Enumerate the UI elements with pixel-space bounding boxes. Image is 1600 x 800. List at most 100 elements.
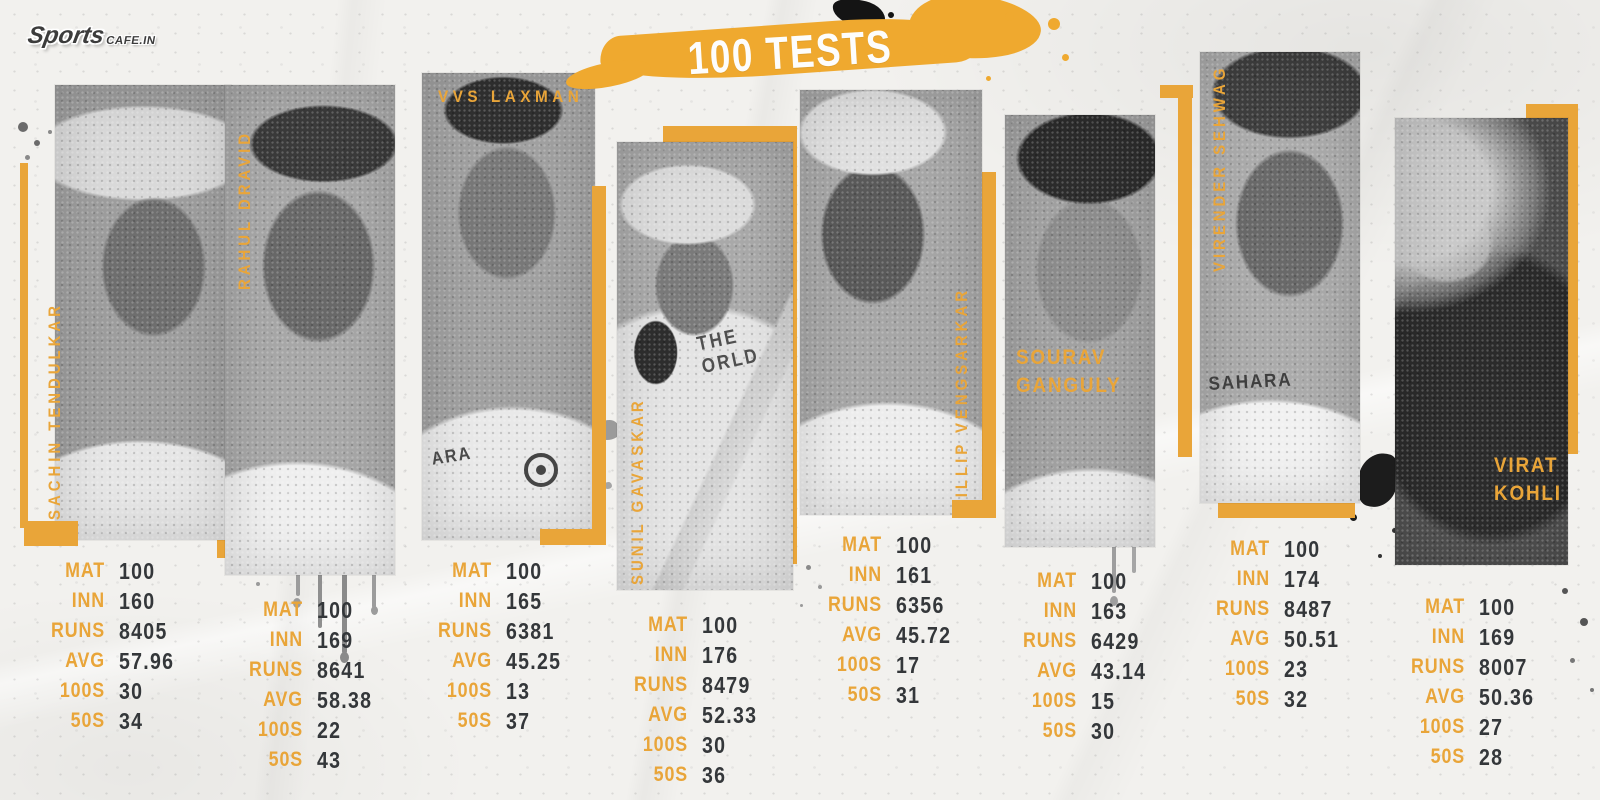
stat-value: 30 [1091,717,1116,744]
stat-label: 50S [70,709,105,732]
stat-row: RUNS 8641 [219,655,382,685]
stat-row: MAT 100 [21,556,184,586]
stat-row: RUNS 6381 [408,616,571,646]
stat-label: RUNS [438,619,492,642]
brush-dot [1030,34,1036,40]
stat-row: RUNS 8487 [1186,594,1349,624]
logo-text-main: Sports [25,22,107,49]
stat-label: AVG [65,649,105,672]
jersey-text-sehwag: SAHARA [1208,369,1293,395]
stat-row: 50S 37 [408,706,571,736]
stat-value: 8479 [702,671,751,698]
name-virender-sehwag: VIRENDER SEHWAG [1210,64,1229,272]
stat-value: 100 [1479,593,1516,620]
stat-value: 50.36 [1479,683,1535,710]
stat-row: AVG 45.25 [408,646,571,676]
jersey-text-gavaskar: THE ORLD [695,325,762,379]
stat-label: 50S [1235,687,1270,710]
stat-label: MAT [648,613,688,636]
name-sachin-tendulkar: SACHIN TENDULKAR [45,302,64,520]
stat-row: INN 165 [408,586,571,616]
stat-label: RUNS [51,619,105,642]
paint-drip [342,570,347,654]
stat-row: MAT 100 [798,530,961,560]
stat-value: 100 [702,611,739,638]
stat-row: 100S 15 [993,686,1156,716]
photo-sourav-ganguly [1005,115,1155,547]
stat-value: 36 [702,761,727,788]
stat-label: RUNS [1411,655,1465,678]
speck [1570,658,1575,663]
name-line: KOHLI [1494,482,1562,505]
stat-value: 6381 [506,617,555,644]
brush-dot [1005,12,1014,21]
stat-row: RUNS 8007 [1381,652,1544,682]
stat-label: RUNS [1216,597,1270,620]
stat-label: INN [1043,599,1077,622]
stat-value: 58.38 [317,686,373,713]
stat-row: 100S 30 [604,730,767,760]
stat-value: 100 [119,557,156,584]
speck [1392,528,1397,533]
accent-block-sachin [24,521,78,546]
stat-row: MAT 100 [604,610,767,640]
stat-value: 45.25 [506,647,562,674]
stat-label: 50S [1042,719,1077,742]
stat-row: INN 176 [604,640,767,670]
speck [25,155,30,160]
stat-label: 100S [836,653,882,676]
brush-dot [1062,54,1069,61]
stat-value: 15 [1091,687,1116,714]
stat-label: AVG [452,649,492,672]
paint-splatter [604,482,612,489]
stat-row: 50S 34 [21,706,184,736]
stat-row: INN 163 [993,596,1156,626]
accent-bar-left-sachin [20,163,28,528]
stat-label: 100S [1419,715,1465,738]
stats-virat-kohli: MAT 100 INN 169 RUNS 8007 AVG 50.36 100S 27 5… [1381,592,1544,772]
stat-value: 22 [317,716,342,743]
stat-label: 100S [642,733,688,756]
stat-row: RUNS 8479 [604,670,767,700]
stat-value: 100 [896,531,933,558]
stat-value: 176 [702,641,739,668]
stat-value: 100 [506,557,543,584]
paint-drip [1112,545,1116,593]
stat-row: RUNS 6356 [798,590,961,620]
speck [818,585,822,589]
stat-label: INN [1236,567,1270,590]
speck [48,130,52,134]
stats-rahul-dravid: MAT 100 INN 169 RUNS 8641 AVG 58.38 100S 22 5… [219,595,382,775]
stat-row: 50S 31 [798,680,961,710]
accent-top-gavaskar [663,126,795,142]
stat-label: INN [71,589,105,612]
stat-label: MAT [1230,537,1270,560]
stat-value: 31 [896,681,921,708]
stat-label: INN [458,589,492,612]
jersey-text-laxman: ARA [430,442,474,469]
stat-label: MAT [65,559,105,582]
accent-cap-laxman [540,529,606,545]
stat-row: RUNS 6429 [993,626,1156,656]
paint-drip [372,570,376,608]
stats-sourav-ganguly: MAT 100 INN 163 RUNS 6429 AVG 43.14 100S 15 5… [993,566,1156,746]
stat-value: 30 [702,731,727,758]
stat-row: INN 174 [1186,564,1349,594]
drip-drop [371,606,378,615]
accent-bar-laxman [592,186,606,544]
stat-value: 6356 [896,591,945,618]
speck [1590,688,1594,692]
name-vvs-laxman: VVS LAXMAN [438,87,584,106]
stat-row: MAT 100 [219,595,382,625]
drip-drop [293,598,301,608]
stat-label: MAT [263,598,303,621]
name-sourav-ganguly: SOURAV GANGULY [1016,344,1121,400]
stat-value: 100 [1091,567,1128,594]
stat-value: 161 [896,561,933,588]
stat-value: 8405 [119,617,168,644]
stat-value: 28 [1479,743,1504,770]
stat-value: 45.72 [896,621,952,648]
stat-row: MAT 100 [1186,534,1349,564]
stat-row: MAT 100 [408,556,571,586]
stat-row: 100S 13 [408,676,571,706]
